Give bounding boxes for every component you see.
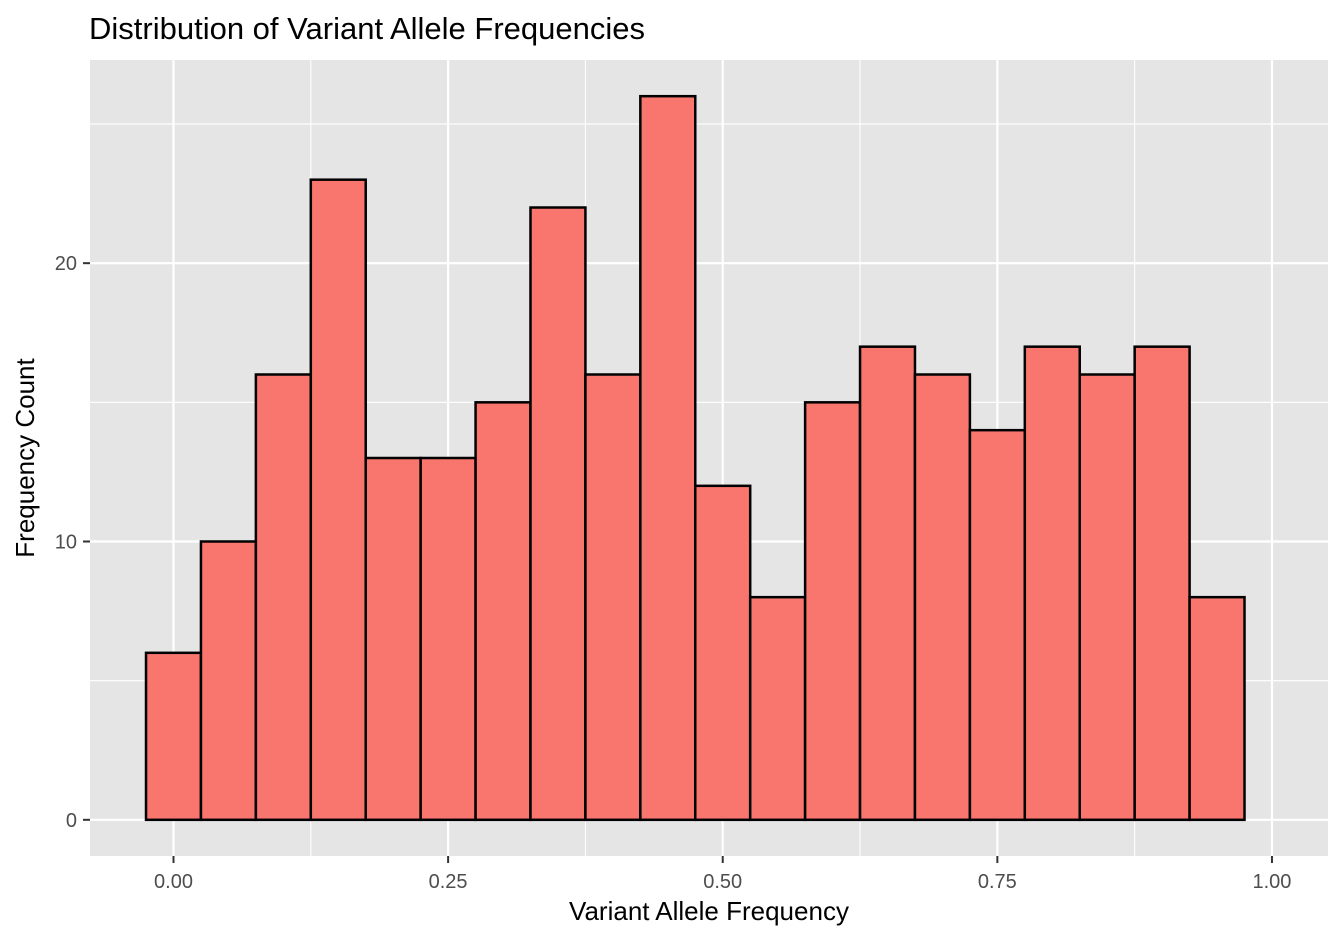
x-axis: 0.00 0.25 0.50 0.75 1.00: [154, 856, 1291, 893]
histogram-bar: [968, 428, 1027, 822]
histogram-bar: [529, 206, 587, 822]
histogram-bar: [1078, 373, 1136, 822]
histogram-bar: [639, 94, 697, 822]
x-tick-label: 0.00: [154, 871, 193, 893]
histogram-bar: [913, 373, 972, 822]
histogram-bar: [364, 456, 422, 822]
histogram-bar: [1133, 345, 1191, 822]
x-tick-label: 0.50: [703, 871, 742, 893]
histogram-bar: [419, 456, 477, 822]
y-axis-title: Frequency Count: [10, 358, 40, 558]
histogram-bar: [694, 484, 752, 822]
chart-title: Distribution of Variant Allele Frequenci…: [89, 11, 645, 46]
histogram-bar: [803, 401, 862, 822]
histogram-bar: [254, 373, 313, 822]
y-tick-label: 10: [55, 531, 77, 553]
y-axis: 0 10 20: [55, 253, 90, 832]
histogram-bar: [858, 345, 917, 822]
y-tick-label: 20: [55, 253, 77, 275]
histogram-bar: [309, 178, 367, 822]
histogram-bar: [144, 651, 203, 822]
histogram-bar: [1188, 595, 1246, 822]
x-tick-label: 0.75: [978, 871, 1017, 893]
x-tick-label: 0.25: [429, 871, 468, 893]
y-tick-label: 0: [66, 810, 77, 832]
histogram-bar: [199, 540, 258, 822]
histogram-bar: [474, 401, 532, 822]
histogram-bar: [748, 595, 807, 822]
x-tick-label: 1.00: [1253, 871, 1292, 893]
histogram-bar: [1023, 345, 1081, 822]
histogram-bars: [144, 94, 1246, 822]
histogram-bar: [584, 373, 642, 822]
x-axis-title: Variant Allele Frequency: [569, 896, 849, 926]
